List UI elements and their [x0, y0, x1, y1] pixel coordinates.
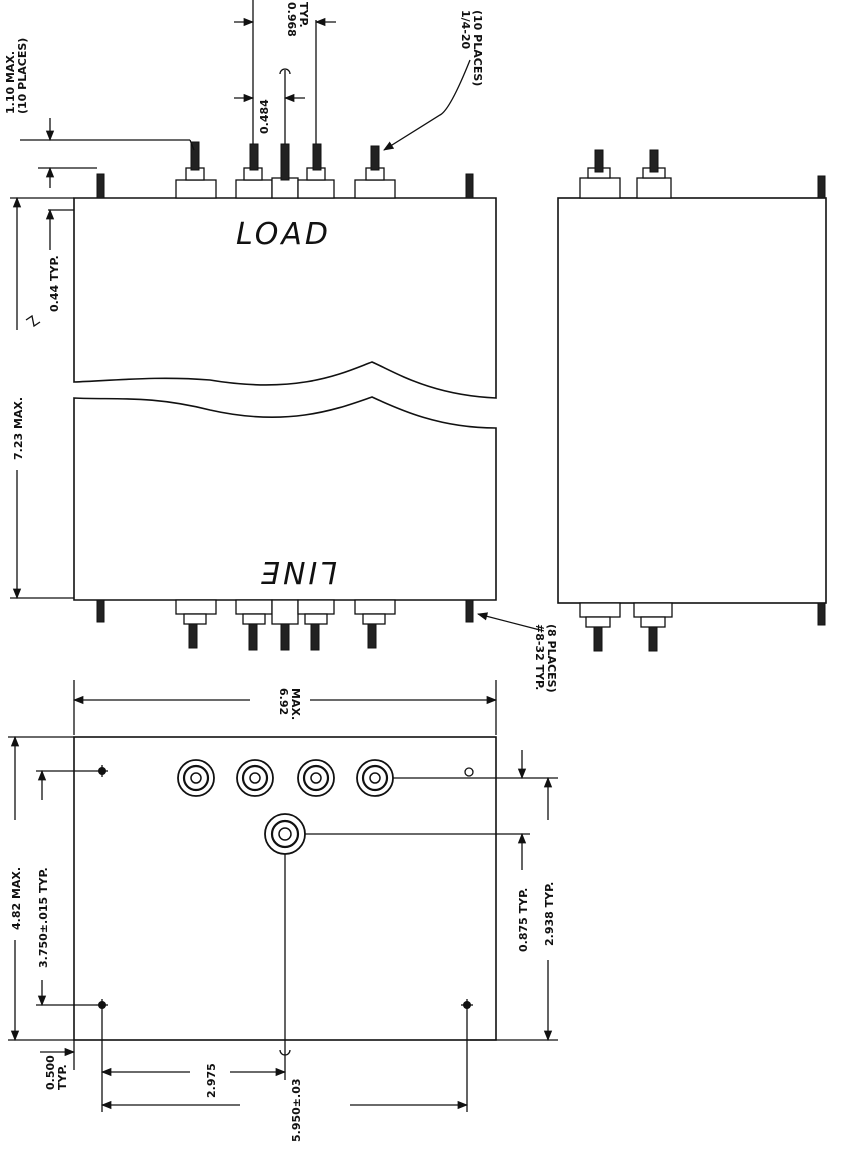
front-view: LOAD LINE	[73, 141, 497, 651]
dimension-labels: 0.968 TYP. 0.484 1.10 MAX. (10 PLACES) 1…	[4, 2, 558, 1142]
terminal-bushing-3	[297, 759, 335, 797]
top-terminals	[175, 141, 396, 199]
dim-terminal-pitch: 0.968	[285, 2, 298, 37]
dim-stud-height: 1.10 MAX.	[4, 51, 17, 114]
dim-terminal-span: 2.938 TYP.	[543, 882, 556, 946]
side-top-mount-stud	[817, 175, 826, 199]
dim-terminal-row-offset: 0.875 TYP.	[517, 888, 530, 952]
side-body	[557, 197, 827, 604]
top-mount-stud-left	[96, 173, 105, 199]
dim-overall-width: 6.92	[277, 688, 290, 715]
dim-terminal-thread: 1/4-20	[459, 10, 472, 50]
reference-hole	[464, 767, 474, 777]
side-bottom-mount-stud	[817, 602, 826, 626]
terminal-bushing-ground	[264, 813, 306, 855]
line-label: LINE	[258, 554, 337, 589]
top-mount-stud-right	[465, 173, 474, 199]
bottom-mount-stud-left	[96, 599, 105, 623]
dim-overall-width-note: MAX.	[289, 688, 302, 720]
bottom-mount-stud-right	[465, 599, 474, 623]
dim-center-offset: 2.975	[205, 1063, 218, 1098]
mount-hole-bottom-left	[96, 999, 108, 1011]
side-view	[557, 149, 827, 652]
dim-edge-offset-note: TYP.	[56, 1064, 69, 1090]
dim-terminal-thread-note: (10 PLACES)	[471, 10, 484, 86]
terminal-bushing-1	[177, 759, 215, 797]
dim-mount-spacing-y: 3.750±.015 TYP.	[37, 867, 50, 968]
dim-stud-height-note: (10 PLACES)	[16, 38, 29, 114]
load-label: LOAD	[236, 217, 331, 252]
dim-terminal-pitch-note: TYP.	[297, 2, 310, 28]
mount-hole-bottom-right	[461, 999, 473, 1011]
dim-mount-spacing-x: 5.950±.03	[290, 1079, 303, 1143]
dimension-lines	[8, 0, 558, 1112]
bottom-terminals	[175, 599, 396, 651]
dim-mount-thread-note: (8 PLACES)	[545, 624, 558, 693]
dim-overall-depth: 4.82 MAX.	[10, 867, 23, 930]
front-body-upper	[73, 197, 497, 399]
dim-terminal-gap: 0.484	[258, 99, 271, 134]
dim-edge-offset: 0.500	[44, 1055, 57, 1090]
front-body-lower	[73, 396, 497, 601]
terminal-bushing-4	[356, 759, 394, 797]
dim-body-height: 7.23 MAX.	[12, 397, 25, 460]
terminal-bushing-2	[236, 759, 274, 797]
dim-stud-offset: 0.44 TYP.	[48, 255, 61, 312]
dim-mount-thread: #8-32 TYP.	[533, 624, 546, 690]
mount-hole-top-left	[96, 765, 108, 777]
